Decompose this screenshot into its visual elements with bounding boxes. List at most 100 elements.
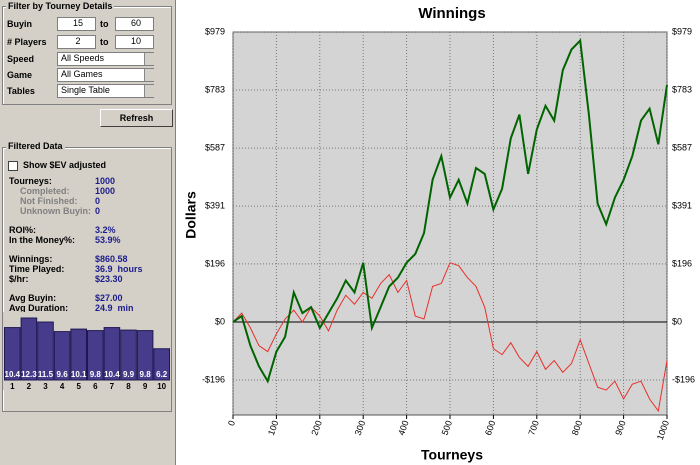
y-tick-label: $391 bbox=[205, 201, 225, 211]
line-series bbox=[232, 262, 668, 413]
y-tick-label-right: $587 bbox=[672, 142, 692, 152]
histogram-value-label: 6.2 bbox=[156, 370, 168, 379]
y-tick-label-right: $979 bbox=[672, 26, 692, 36]
filter-title: Filter by Tourney Details bbox=[6, 1, 115, 12]
refresh-button[interactable]: Refresh bbox=[100, 109, 173, 127]
x-tick-label: 500 bbox=[440, 419, 455, 437]
histogram-value-label: 10.4 bbox=[5, 370, 21, 379]
select-label: Speed bbox=[7, 54, 35, 64]
stat-label: In the Money%: bbox=[9, 235, 76, 245]
checkbox[interactable] bbox=[8, 161, 18, 171]
histogram-bar bbox=[37, 321, 54, 381]
stat-label: $/hr: bbox=[9, 274, 29, 284]
stat-detail-value: 0 bbox=[95, 206, 101, 216]
histogram-bar bbox=[103, 327, 121, 381]
line-series bbox=[232, 38, 668, 384]
x-tick-label: 700 bbox=[526, 419, 541, 437]
filtered-title: Filtered Data bbox=[6, 141, 65, 152]
stat-detail-label: Not Finished: bbox=[20, 196, 78, 206]
range-sep: to bbox=[100, 37, 109, 47]
x-tick-label: 100 bbox=[266, 419, 281, 437]
chart-title: Winnings bbox=[418, 5, 485, 22]
histogram-value-label: 10.4 bbox=[104, 370, 120, 379]
select[interactable]: Single Table bbox=[57, 84, 154, 98]
y-tick-label: $587 bbox=[205, 142, 225, 152]
range-label: # Players bbox=[7, 37, 47, 47]
x-axis-label: Tourneys bbox=[421, 447, 483, 463]
select-label: Tables bbox=[7, 86, 35, 96]
y-tick-label-right: $196 bbox=[672, 258, 692, 268]
histogram-value-label: 9.8 bbox=[140, 370, 152, 379]
select-arrow bbox=[144, 69, 154, 81]
x-tick-label: 200 bbox=[309, 419, 324, 437]
histogram-value-label: 9.8 bbox=[90, 370, 102, 379]
stat-label: Avg Buyin: bbox=[9, 293, 57, 303]
select[interactable]: All Speeds bbox=[57, 52, 154, 66]
histogram-value-label: 12.3 bbox=[21, 370, 37, 379]
stat-value: 53.9% bbox=[95, 235, 121, 245]
y-tick-label-right: $391 bbox=[672, 201, 692, 211]
select[interactable]: All Games bbox=[57, 68, 154, 82]
histogram-category: 4 bbox=[60, 382, 65, 391]
histogram-bar bbox=[53, 331, 71, 381]
select-label: Game bbox=[7, 70, 33, 80]
y-tick-label-right: $783 bbox=[672, 84, 692, 94]
histogram-bar bbox=[4, 327, 21, 381]
y-tick-label: $979 bbox=[205, 26, 225, 36]
histogram-value-label: 9.6 bbox=[57, 370, 69, 379]
checkbox-label: Show $EV adjusted bbox=[23, 160, 107, 170]
stat-detail-label: Completed: bbox=[20, 186, 70, 196]
histogram-category: 1 bbox=[10, 382, 15, 391]
histogram-category: 2 bbox=[27, 382, 32, 391]
stat-label: Winnings: bbox=[9, 254, 53, 264]
stat-label: ROI%: bbox=[9, 225, 36, 235]
filtered-box bbox=[2, 147, 172, 412]
histogram-bar bbox=[87, 330, 104, 381]
y-tick-label: -$196 bbox=[202, 374, 225, 384]
histogram-category: 8 bbox=[126, 382, 131, 391]
select-arrow bbox=[144, 85, 154, 97]
histogram-bar bbox=[20, 317, 38, 381]
x-tick-label: 0 bbox=[226, 419, 237, 427]
histogram-category: 7 bbox=[110, 382, 115, 391]
histogram-category: 3 bbox=[43, 382, 48, 391]
stat-value: $860.58 bbox=[95, 254, 128, 264]
histogram-value-label: 9.9 bbox=[123, 370, 135, 379]
stat-value: 24.9 min bbox=[95, 303, 134, 313]
y-tick-label: $196 bbox=[205, 258, 225, 268]
range-from[interactable]: 2 bbox=[57, 35, 96, 49]
histogram-bar bbox=[153, 348, 170, 381]
stat-detail-value: 1000 bbox=[95, 186, 116, 196]
stat-detail-value: 0 bbox=[95, 196, 101, 206]
stat-detail-label: Unknown Buyin: bbox=[20, 206, 91, 216]
histogram-bar bbox=[70, 328, 88, 381]
x-tick-label: 800 bbox=[570, 419, 585, 437]
y-tick-label: $0 bbox=[215, 316, 225, 326]
x-tick-label: 1000 bbox=[655, 419, 671, 441]
stat-value: 3.2% bbox=[95, 225, 116, 235]
y-tick-label: $783 bbox=[205, 84, 225, 94]
histogram-category: 6 bbox=[93, 382, 98, 391]
x-tick-label: 900 bbox=[613, 419, 628, 437]
y-tick-label-right: -$196 bbox=[672, 374, 695, 384]
y-tick-label-right: $0 bbox=[672, 316, 682, 326]
x-tick-label: 300 bbox=[353, 419, 368, 437]
histogram-category: 9 bbox=[143, 382, 148, 391]
histogram-category: 5 bbox=[76, 382, 81, 391]
stat-value: 36.9 hours bbox=[95, 264, 143, 274]
histogram-category: 10 bbox=[157, 382, 166, 391]
range-to[interactable]: 10 bbox=[115, 35, 154, 49]
select-arrow bbox=[144, 53, 154, 65]
range-to[interactable]: 60 bbox=[115, 17, 154, 31]
histogram-bar bbox=[136, 330, 154, 381]
stat-label: Time Played: bbox=[9, 264, 65, 274]
range-from[interactable]: 15 bbox=[57, 17, 96, 31]
stat-label: Tourneys: bbox=[9, 176, 52, 186]
histogram-value-label: 10.1 bbox=[71, 370, 87, 379]
stat-value: $27.00 bbox=[95, 293, 123, 303]
histogram-bar bbox=[120, 329, 137, 381]
histogram-value-label: 11.5 bbox=[38, 370, 54, 379]
range-label: Buyin bbox=[7, 19, 33, 29]
